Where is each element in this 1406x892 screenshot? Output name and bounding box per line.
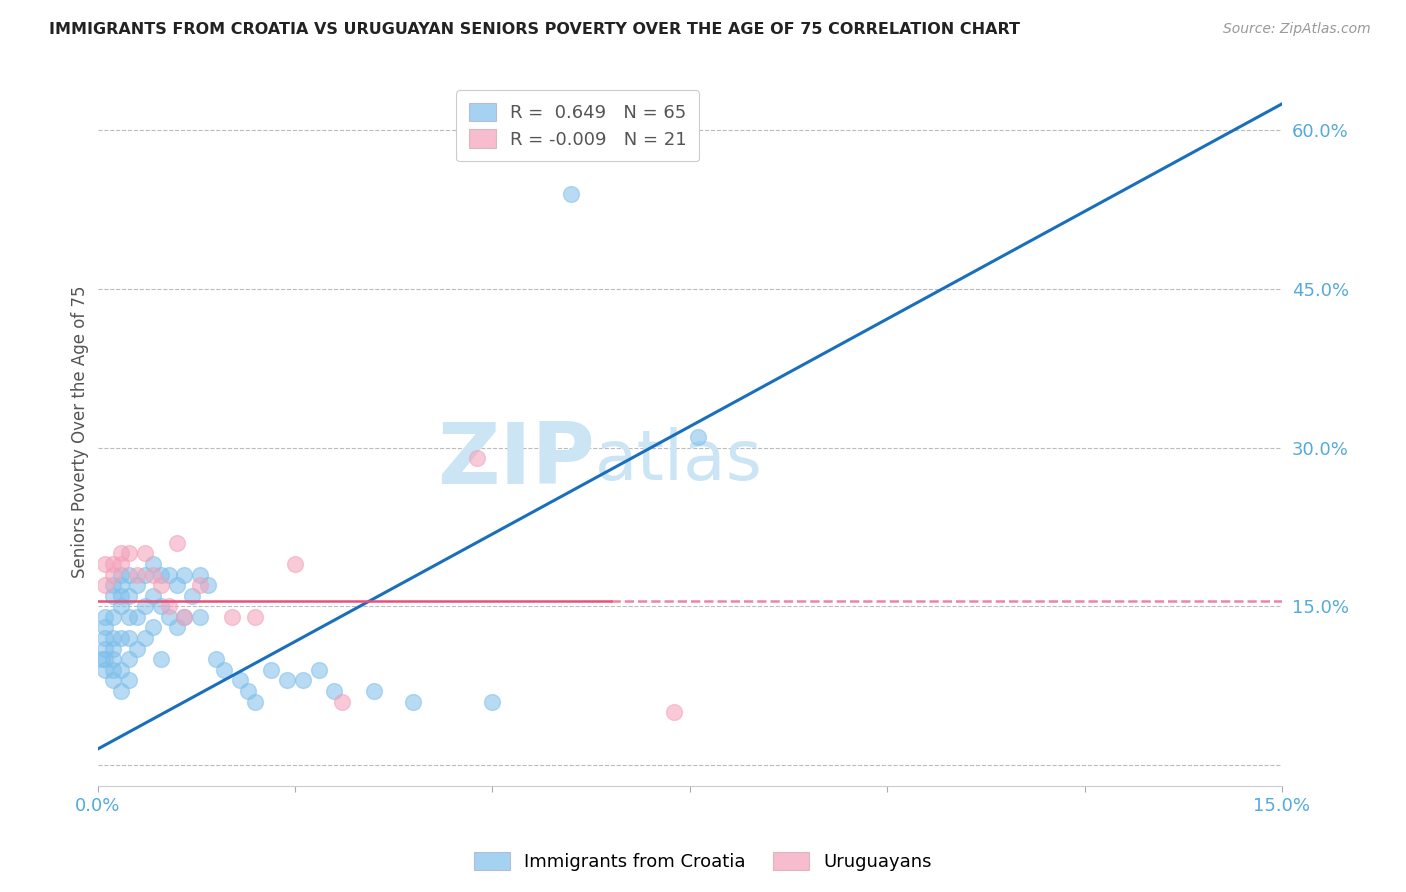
- Point: [125, 578, 148, 592]
- Point: [481, 694, 503, 708]
- Text: ZIP: ZIP: [437, 418, 595, 501]
- Point: [118, 589, 141, 603]
- Point: [465, 451, 488, 466]
- Point: [662, 705, 685, 719]
- Point: [103, 610, 125, 624]
- Point: [173, 610, 195, 624]
- Point: [245, 694, 267, 708]
- Point: [110, 631, 132, 645]
- Point: [103, 567, 125, 582]
- Point: [118, 652, 141, 666]
- Point: [125, 567, 148, 582]
- Point: [110, 599, 132, 614]
- Point: [110, 684, 132, 698]
- Point: [125, 641, 148, 656]
- Point: [276, 673, 298, 688]
- Point: [94, 663, 117, 677]
- Point: [686, 430, 709, 444]
- Point: [166, 620, 188, 634]
- Point: [103, 578, 125, 592]
- Point: [90, 652, 112, 666]
- Point: [103, 631, 125, 645]
- Point: [134, 631, 156, 645]
- Point: [94, 578, 117, 592]
- Point: [110, 567, 132, 582]
- Text: Source: ZipAtlas.com: Source: ZipAtlas.com: [1223, 22, 1371, 37]
- Point: [110, 578, 132, 592]
- Point: [188, 567, 211, 582]
- Point: [110, 557, 132, 571]
- Point: [103, 557, 125, 571]
- Point: [125, 610, 148, 624]
- Point: [94, 641, 117, 656]
- Point: [110, 546, 132, 560]
- Point: [363, 684, 385, 698]
- Point: [181, 589, 204, 603]
- Point: [142, 567, 165, 582]
- Point: [110, 663, 132, 677]
- Point: [236, 684, 259, 698]
- Point: [94, 557, 117, 571]
- Point: [142, 557, 165, 571]
- Point: [330, 694, 353, 708]
- Point: [94, 631, 117, 645]
- Point: [205, 652, 228, 666]
- Point: [94, 652, 117, 666]
- Point: [134, 546, 156, 560]
- Point: [149, 599, 172, 614]
- Point: [103, 673, 125, 688]
- Point: [308, 663, 330, 677]
- Point: [110, 589, 132, 603]
- Point: [560, 186, 582, 201]
- Point: [103, 641, 125, 656]
- Legend: R =  0.649   N = 65, R = -0.009   N = 21: R = 0.649 N = 65, R = -0.009 N = 21: [456, 90, 699, 161]
- Point: [157, 599, 180, 614]
- Point: [149, 652, 172, 666]
- Point: [166, 578, 188, 592]
- Text: atlas: atlas: [595, 426, 763, 493]
- Point: [157, 610, 180, 624]
- Point: [157, 567, 180, 582]
- Point: [118, 673, 141, 688]
- Point: [118, 610, 141, 624]
- Legend: Immigrants from Croatia, Uruguayans: Immigrants from Croatia, Uruguayans: [467, 845, 939, 879]
- Point: [134, 599, 156, 614]
- Point: [142, 589, 165, 603]
- Point: [291, 673, 314, 688]
- Point: [103, 663, 125, 677]
- Point: [134, 567, 156, 582]
- Y-axis label: Seniors Poverty Over the Age of 75: Seniors Poverty Over the Age of 75: [72, 285, 89, 578]
- Point: [245, 610, 267, 624]
- Point: [221, 610, 243, 624]
- Point: [118, 546, 141, 560]
- Point: [173, 610, 195, 624]
- Point: [149, 567, 172, 582]
- Point: [197, 578, 219, 592]
- Point: [142, 620, 165, 634]
- Point: [212, 663, 235, 677]
- Point: [284, 557, 307, 571]
- Point: [323, 684, 346, 698]
- Point: [188, 610, 211, 624]
- Point: [188, 578, 211, 592]
- Point: [94, 620, 117, 634]
- Point: [118, 631, 141, 645]
- Point: [103, 652, 125, 666]
- Point: [103, 589, 125, 603]
- Point: [402, 694, 425, 708]
- Point: [173, 567, 195, 582]
- Text: IMMIGRANTS FROM CROATIA VS URUGUAYAN SENIORS POVERTY OVER THE AGE OF 75 CORRELAT: IMMIGRANTS FROM CROATIA VS URUGUAYAN SEN…: [49, 22, 1021, 37]
- Point: [166, 536, 188, 550]
- Point: [228, 673, 250, 688]
- Point: [118, 567, 141, 582]
- Point: [149, 578, 172, 592]
- Point: [94, 610, 117, 624]
- Point: [260, 663, 283, 677]
